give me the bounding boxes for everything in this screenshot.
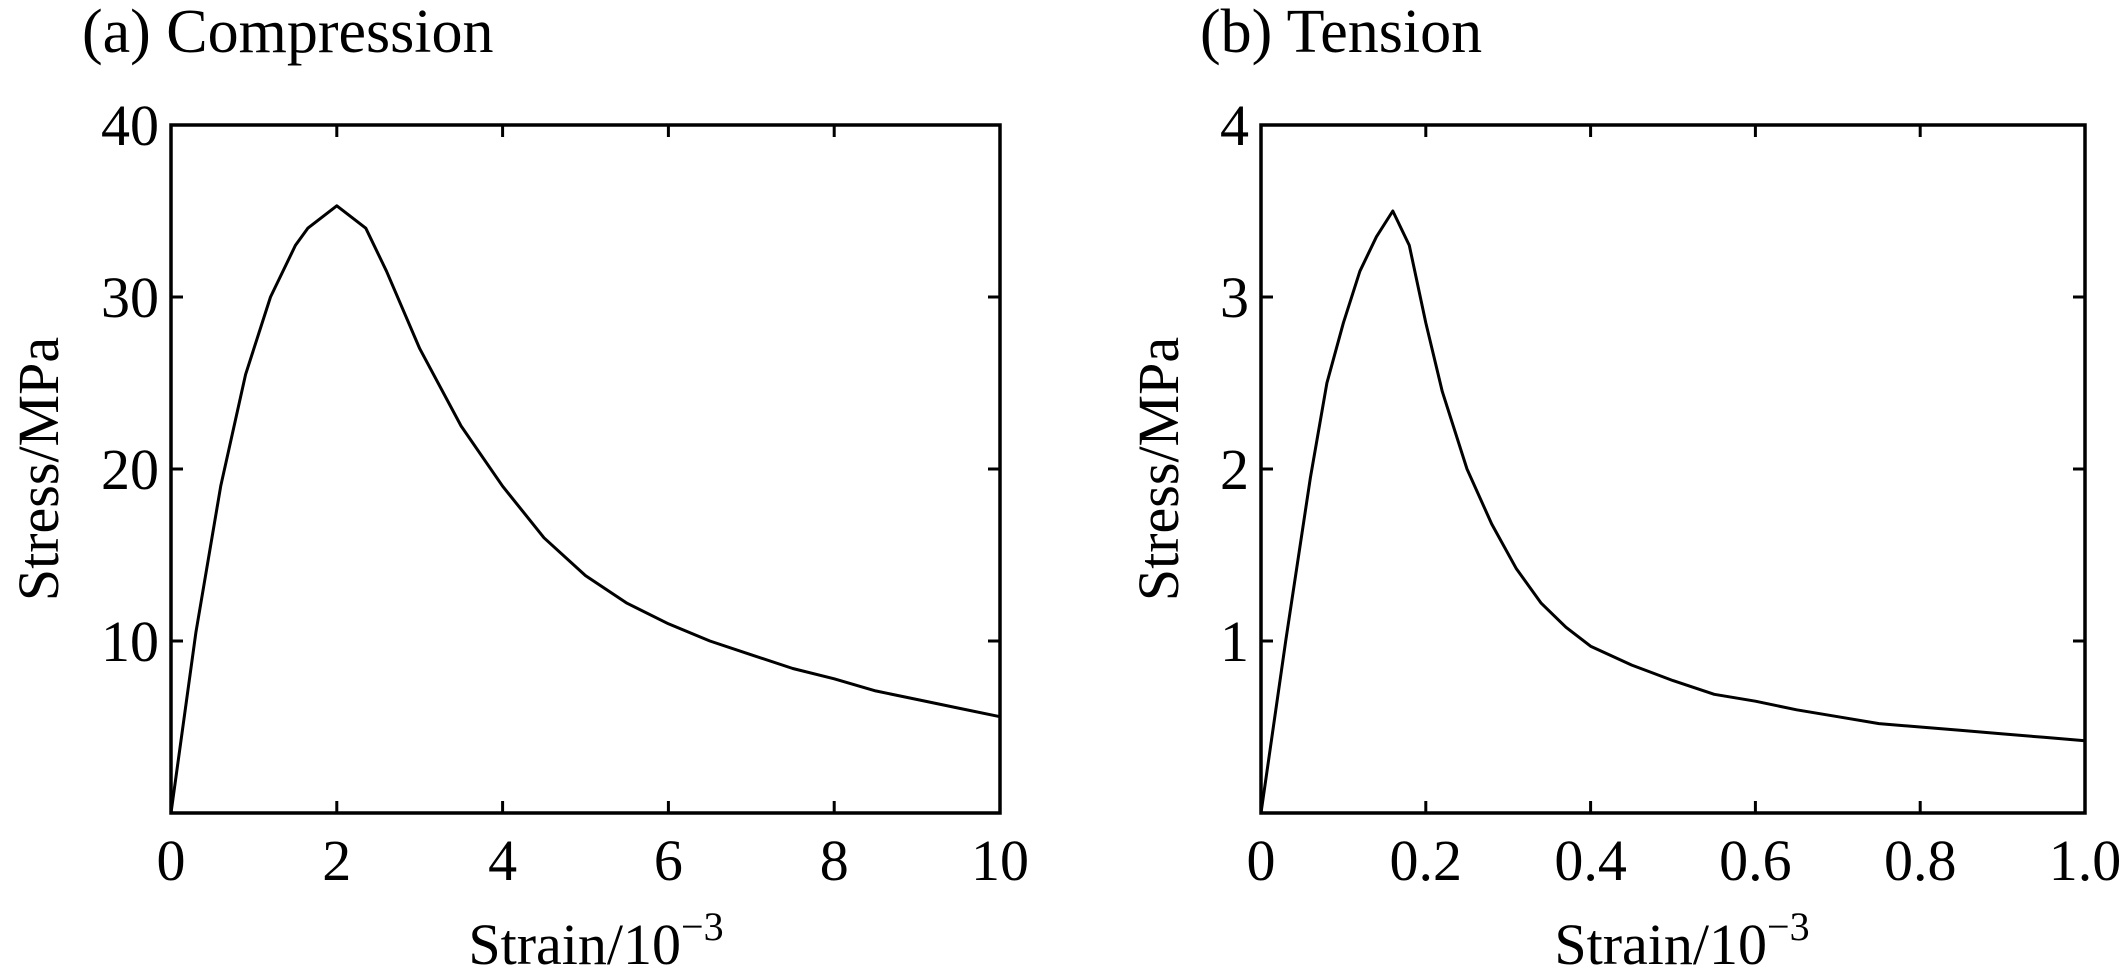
x-tick-label: 0.2 [1390,828,1463,893]
stress-strain-curve [169,204,1001,814]
panel-title: (b) Tension [1200,0,1482,66]
y-tick-label: 2 [1220,437,1249,502]
x-tick-label: 0.6 [1719,828,1792,893]
y-tick-label: 1 [1220,609,1249,674]
y-axis-label: Stress/MPa [6,337,71,601]
y-axis-label: Stress/MPa [1126,337,1191,601]
x-tick-label: 0.4 [1554,828,1627,893]
x-tick-label: 0 [1247,828,1276,893]
y-tick-label: 20 [101,437,159,502]
x-tick-labels: 0 2 4 6 8 10 [157,828,1030,893]
x-tick-label: 6 [654,828,683,893]
x-axis-label-text: Strain/10 [1554,912,1767,977]
x-tick-labels: 0 0.2 0.4 0.6 0.8 1.0 [1247,828,2122,893]
x-axis-label: Strain/10−3 [468,904,723,977]
plot-frame [1259,123,2087,815]
stress-strain-curve [1259,209,2086,814]
x-tick-label: 1.0 [2049,828,2122,893]
x-tick-label: 4 [488,828,517,893]
plot-frame [169,123,1002,815]
y-tick-labels: 1 2 3 4 [1220,93,1249,674]
axis-ticks [1259,123,2087,813]
y-tick-label: 40 [101,93,159,158]
x-axis-label-exponent: −3 [1767,904,1810,949]
x-tick-label: 10 [971,828,1029,893]
x-tick-label: 8 [820,828,849,893]
panel-title: (a) Compression [82,0,494,66]
x-axis-label: Strain/10−3 [1554,904,1809,977]
y-tick-label: 3 [1220,265,1249,330]
y-tick-label: 30 [101,265,159,330]
panel-compression: (a) Compression 0 2 4 6 8 10 10 20 30 40 Stress/… [6,0,1029,977]
y-tick-labels: 10 20 30 40 [101,93,159,674]
y-tick-label: 10 [101,609,159,674]
x-tick-label: 0 [157,828,186,893]
y-tick-label: 4 [1220,93,1249,158]
x-axis-label-text: Strain/10 [468,912,681,977]
x-axis-label-exponent: −3 [681,904,724,949]
panel-tension: (b) Tension 0 0.2 0.4 0.6 0.8 1.0 1 2 3 4 Stress… [1126,0,2121,977]
x-tick-label: 0.8 [1884,828,1957,893]
axis-ticks [169,123,1002,813]
x-tick-label: 2 [322,828,351,893]
